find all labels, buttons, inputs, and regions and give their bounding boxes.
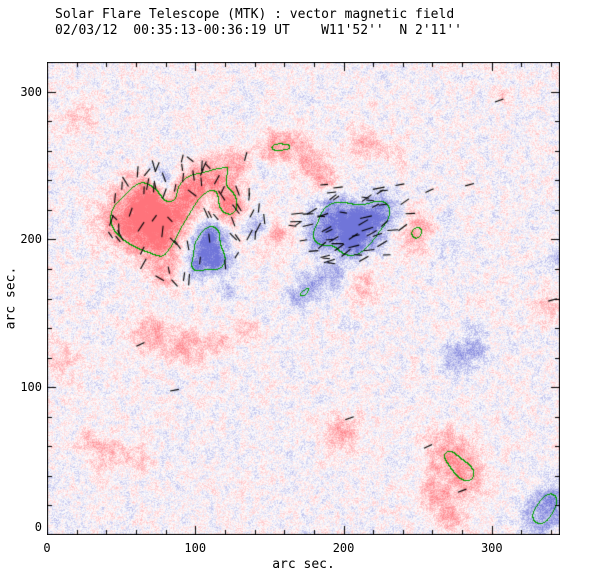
y-tick-label: 200 [20, 232, 42, 247]
figure-title: Solar Flare Telescope (MTK) : vector mag… [55, 7, 455, 22]
figure-subtitle: 02/03/12 00:35:13-00:36:19 UT W11'52'' N… [55, 23, 462, 38]
x-tick-label: 200 [332, 541, 355, 555]
x-tick-label: 0 [43, 541, 51, 555]
y-tick-label: 0 [34, 520, 42, 534]
y-tick-label: 300 [20, 84, 42, 99]
x-tick-label: 100 [184, 541, 207, 555]
x-axis-title: arc sec. [272, 557, 335, 572]
y-axis-title: arc sec. [3, 266, 19, 330]
magnetogram-canvas [47, 62, 560, 535]
x-tick-label: 300 [480, 541, 503, 555]
y-tick-label: 100 [20, 380, 42, 395]
